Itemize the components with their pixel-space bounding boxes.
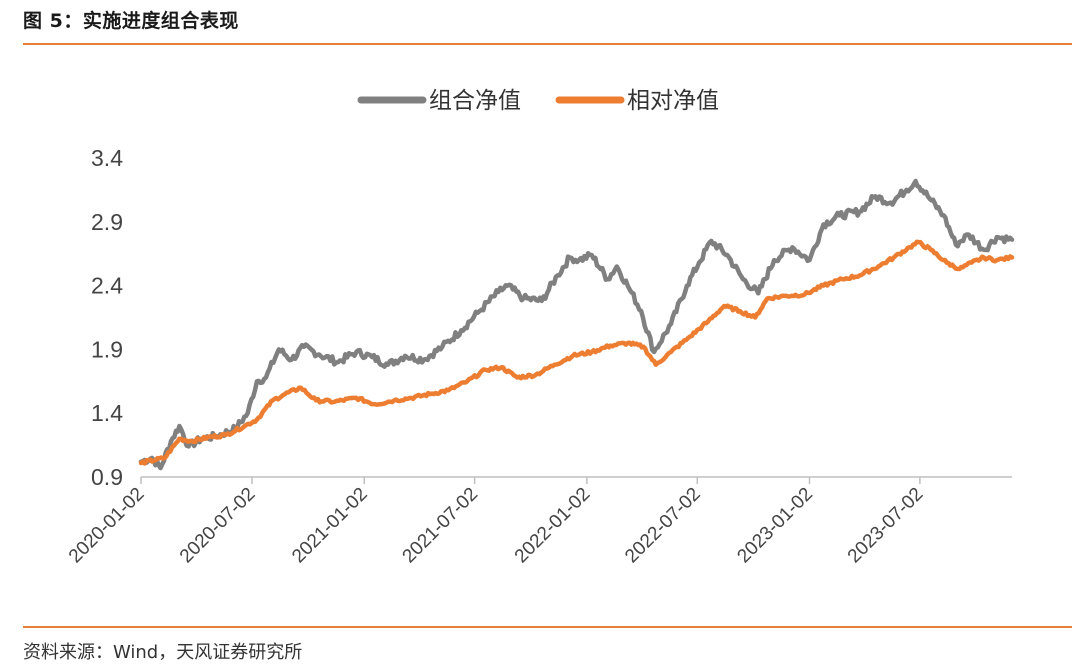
x-tick-label: 2021-07-02 — [399, 484, 483, 568]
source-note: 资料来源：Wind，天风证券研究所 — [23, 642, 303, 663]
y-tick-label: 1.9 — [91, 336, 123, 362]
legend-label-1: 组合净值 — [429, 88, 521, 114]
line-chart: 组合净值 相对净值 3.42.92.41.91.40.9 2020-01-02 20… — [65, 88, 1015, 568]
series-line-2 — [138, 239, 1015, 466]
source-divider — [23, 626, 1072, 628]
figure-title: 图 5：实施进度组合表现 — [23, 10, 239, 32]
title-divider — [23, 43, 1072, 45]
x-tick-label: 2020-01-02 — [65, 484, 149, 568]
x-tick-label: 2020-07-02 — [176, 484, 260, 568]
legend: 组合净值 相对净值 — [357, 88, 719, 114]
x-tick-label: 2023-01-02 — [733, 484, 817, 568]
x-tick-label: 2021-01-02 — [288, 484, 372, 568]
x-tick-label: 2023-07-02 — [844, 484, 928, 568]
y-tick-label: 2.4 — [91, 273, 123, 299]
x-axis: 2020-01-02 2020-07-02 2021-01-02 2021-07-02… — [65, 476, 1012, 568]
series-line-1 — [138, 178, 1015, 471]
y-tick-label: 0.9 — [91, 464, 123, 490]
plot-area — [138, 178, 1015, 471]
y-tick-label: 3.4 — [91, 145, 123, 171]
x-tick-label: 2022-07-02 — [621, 484, 705, 568]
y-axis: 3.4 2.9 2.4 1.9 1.4 0.9 — [91, 145, 123, 490]
y-tick-label: 2.9 — [91, 209, 123, 235]
x-tick-label: 2022-01-02 — [511, 484, 595, 568]
y-tick-label: 1.4 — [91, 400, 123, 426]
legend-label-2: 相对净值 — [627, 88, 719, 114]
